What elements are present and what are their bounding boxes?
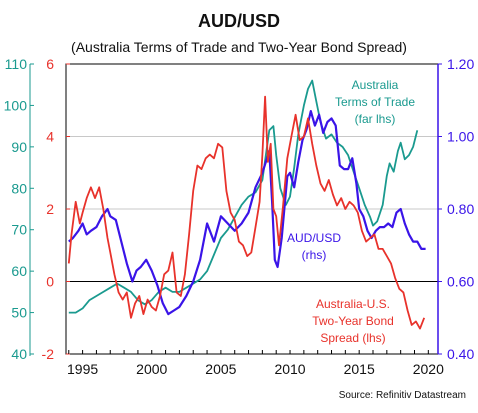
left-tick-label: 4	[46, 129, 54, 145]
far-left-tick-label: 70	[11, 222, 27, 238]
terms-of-trade-label: (far lhs)	[355, 112, 396, 126]
x-tick-label: 2015	[344, 361, 375, 377]
far-left-tick-label: 100	[4, 97, 28, 113]
right-tick-label: 0.80	[447, 201, 474, 217]
source-note: Source: Refinitiv Datastream	[339, 390, 466, 401]
far-left-tick-label: 110	[5, 56, 28, 72]
x-tick-label: 2010	[274, 361, 305, 377]
bond-spread-line	[67, 95, 426, 330]
x-tick-label: 2020	[413, 361, 444, 377]
far-left-tick-label: 90	[11, 139, 27, 155]
aud-usd-line	[68, 110, 426, 316]
left-tick-label: 2	[46, 201, 54, 217]
chart-title: AUD/USD	[198, 11, 280, 31]
axis-ticks: 40 50 60 70 80 90 100 110 -2 0 2 4 6 0.40 0.60 0.80 1.00…	[4, 56, 475, 377]
left-tick-label: -2	[42, 346, 55, 362]
bond-spread-label: Australia-U.S.	[316, 297, 390, 311]
terms-of-trade-label: Australia	[352, 78, 399, 92]
far-left-tick-label: 60	[11, 263, 27, 279]
right-tick-label: 1.20	[447, 56, 474, 72]
left-tick-label: 0	[46, 274, 54, 290]
far-left-tick-label: 80	[11, 180, 27, 196]
series-lines	[67, 79, 426, 330]
aud-usd-label: AUD/USD	[287, 231, 341, 245]
terms-of-trade-label: Terms of Trade	[335, 95, 415, 109]
right-tick-label: 0.40	[447, 346, 474, 362]
x-tick-label: 1995	[67, 361, 98, 377]
far-left-tick-label: 50	[11, 305, 27, 321]
right-tick-label: 1.00	[447, 129, 474, 145]
aud-usd-label: (rhs)	[302, 248, 327, 262]
x-tick-label: 2005	[205, 361, 236, 377]
left-tick-label: 6	[46, 56, 54, 72]
right-tick-label: 0.60	[447, 274, 474, 290]
x-tick-label: 2000	[136, 361, 167, 377]
series-labels: Australia Terms of Trade (far lhs) AUD/USD (…	[287, 78, 415, 345]
gridlines	[66, 136, 438, 282]
far-left-tick-label: 40	[11, 346, 27, 362]
chart-subtitle: (Australia Terms of Trade and Two-Year B…	[71, 39, 407, 55]
bond-spread-label: Two-Year Bond	[312, 314, 394, 328]
bond-spread-label: Spread (lhs)	[320, 331, 385, 345]
